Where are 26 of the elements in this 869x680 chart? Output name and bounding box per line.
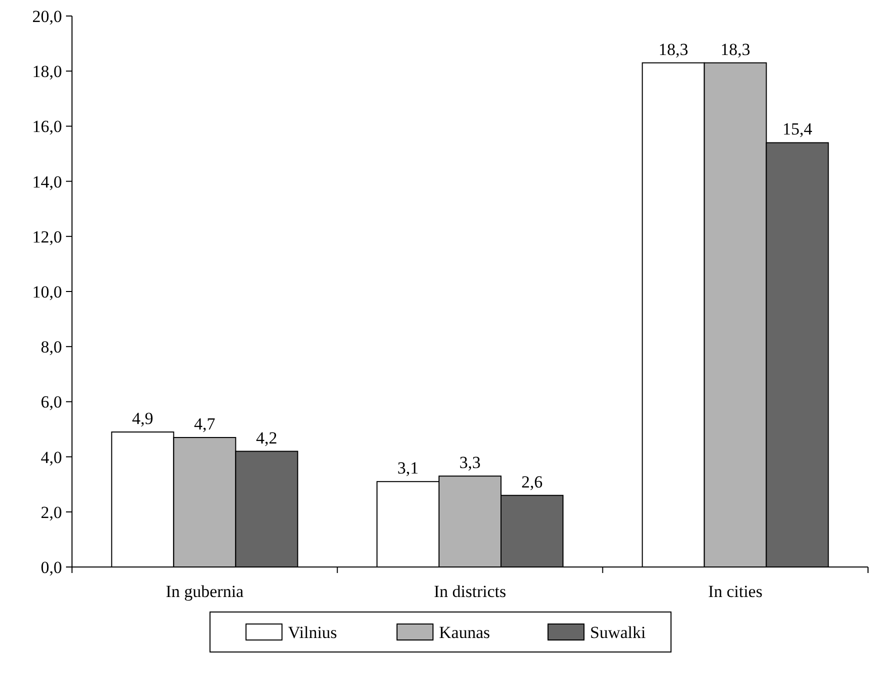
y-tick-label: 0,0 bbox=[40, 558, 62, 577]
y-tick-label: 10,0 bbox=[32, 282, 62, 302]
legend-label: Suwalki bbox=[590, 622, 646, 642]
data-label: 18,3 bbox=[658, 40, 688, 59]
legend-label: Kaunas bbox=[439, 622, 490, 642]
data-label: 18,3 bbox=[720, 40, 750, 59]
y-tick-label: 20,0 bbox=[32, 6, 62, 26]
data-label: 2,6 bbox=[521, 472, 543, 492]
data-label: 4,9 bbox=[132, 409, 154, 428]
x-tick-label: In districts bbox=[434, 582, 506, 601]
x-tick-label: In gubernia bbox=[166, 582, 244, 601]
y-tick-label: 4,0 bbox=[40, 448, 62, 467]
y-tick-label: 18,0 bbox=[32, 62, 62, 82]
data-label: 3,3 bbox=[459, 453, 481, 472]
x-tick-label: In cities bbox=[708, 582, 762, 601]
y-tick-label: 6,0 bbox=[40, 392, 62, 412]
data-label: 4,2 bbox=[256, 428, 278, 448]
legend-label: Vilnius bbox=[288, 622, 338, 642]
data-label: 4,7 bbox=[194, 414, 216, 434]
y-tick-label: 16,0 bbox=[32, 117, 62, 136]
data-label: 15,4 bbox=[782, 120, 813, 139]
data-label: 3,1 bbox=[397, 458, 419, 478]
y-tick-label: 8,0 bbox=[40, 338, 62, 357]
y-tick-label: 12,0 bbox=[32, 227, 62, 246]
y-tick-label: 14,0 bbox=[32, 172, 62, 192]
y-tick-label: 2,0 bbox=[40, 502, 62, 522]
